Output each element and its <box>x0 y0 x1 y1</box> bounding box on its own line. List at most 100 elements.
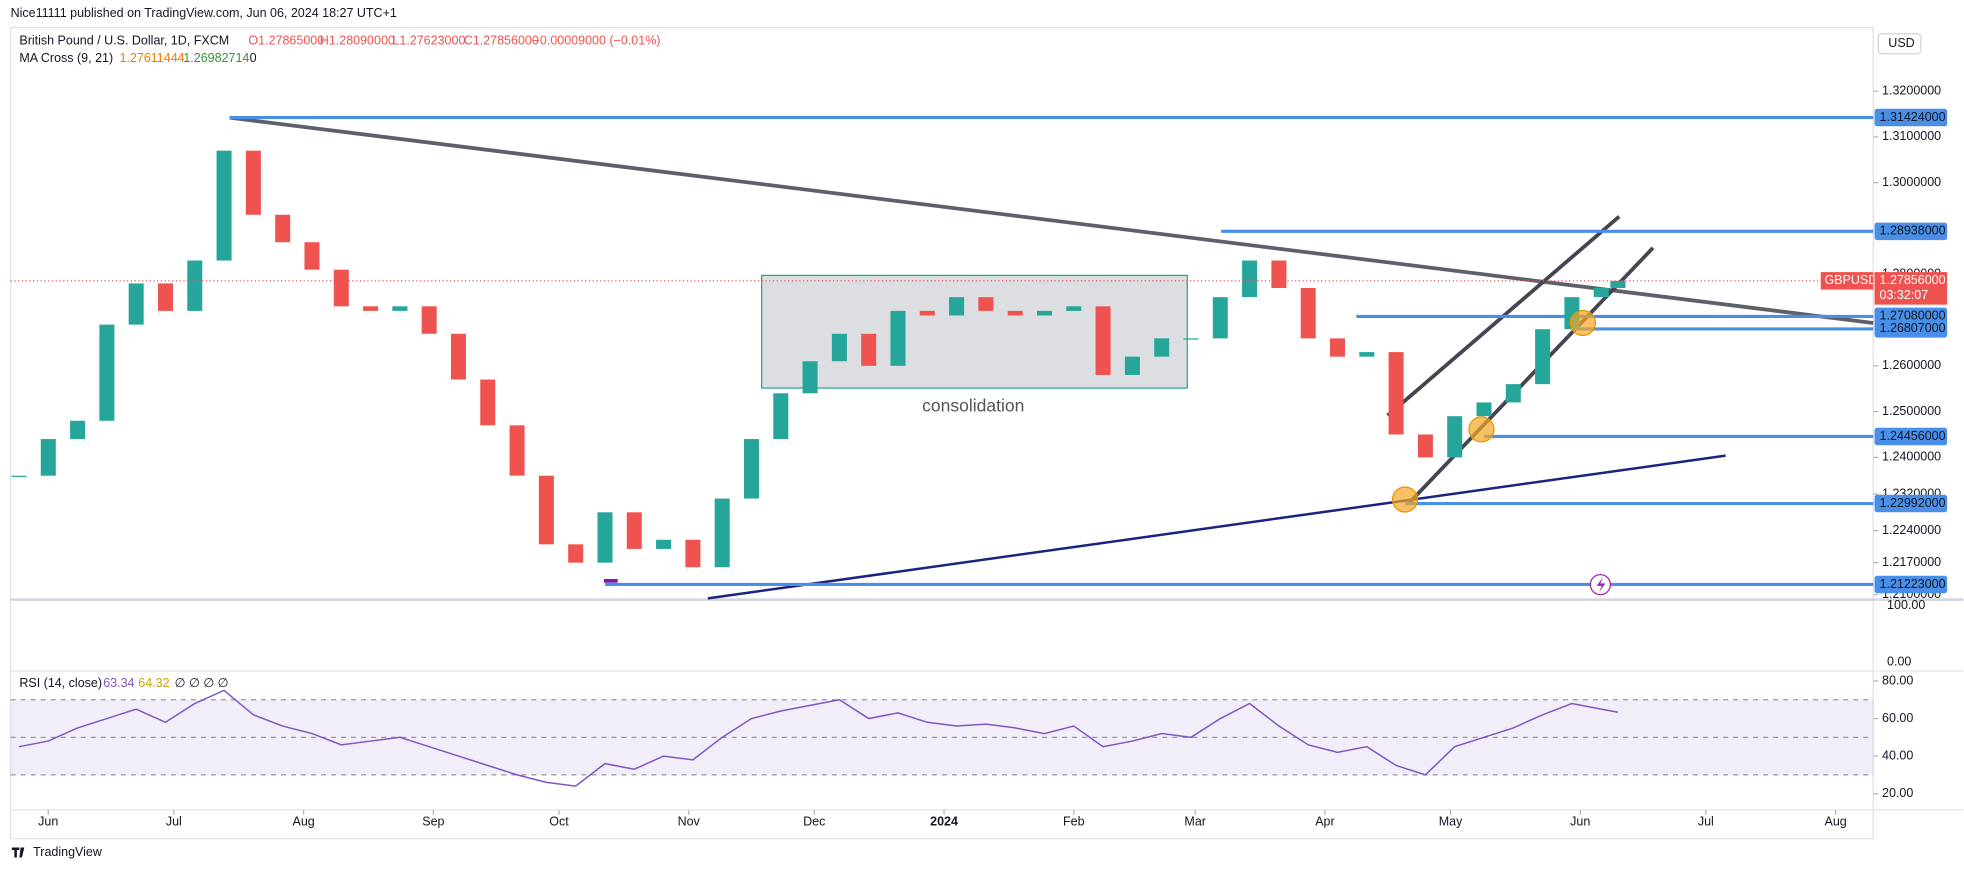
rsi-ma-value: 64.32 <box>138 676 169 690</box>
y-tick-label: 1.2240000 <box>1882 523 1941 537</box>
candle <box>1212 297 1228 339</box>
rsi-value: 63.34 <box>103 676 134 690</box>
candle <box>656 539 672 549</box>
rsi-flags: ∅ ∅ ∅ ∅ <box>175 676 229 690</box>
candle <box>40 439 56 476</box>
candle <box>1329 338 1346 357</box>
level-label: 1.28938000 <box>1880 224 1946 238</box>
trendline <box>707 454 1726 600</box>
change: −0.00009000 (−0.01%) <box>533 34 661 48</box>
candle <box>568 544 584 563</box>
ohlc-high: H1.28090000 <box>320 34 395 48</box>
annotation: consolidation <box>922 395 1024 415</box>
x-tick-label: Feb <box>1063 815 1085 829</box>
candle <box>802 361 818 394</box>
y-tick-label: 1.2400000 <box>1882 450 1941 464</box>
x-tick-label: Jul <box>166 815 182 829</box>
candle <box>949 297 965 316</box>
x-tick-label: May <box>1439 815 1463 829</box>
rsi-tick-label: 60.00 <box>1882 711 1913 725</box>
x-tick-label: Jun <box>1570 815 1590 829</box>
level-label-box <box>1874 494 1948 513</box>
candle <box>1271 260 1287 289</box>
x-tick-label: Jun <box>38 815 58 829</box>
last-price-box <box>1874 272 1948 305</box>
symbol-title: British Pound / U.S. Dollar, 1D, FXCM <box>19 34 229 48</box>
candle <box>216 150 232 261</box>
x-tick-label: Apr <box>1315 815 1334 829</box>
candle <box>1242 260 1258 298</box>
indicator-value: 1.26982714 <box>183 51 249 65</box>
candle <box>392 306 408 311</box>
candle <box>128 283 144 325</box>
y-tick-label: 1.2500000 <box>1882 404 1941 418</box>
rsi-tick-label: 40.00 <box>1882 748 1913 762</box>
candle <box>626 512 642 549</box>
brand: TradingView <box>33 845 103 859</box>
candle <box>333 269 349 307</box>
candle <box>1388 352 1404 435</box>
candle <box>919 310 935 316</box>
candle <box>1476 402 1492 417</box>
publisher: Nice11111 published on TradingView.com, … <box>11 6 397 20</box>
aux-tick: 0.00 <box>1887 654 1911 668</box>
candle <box>1095 306 1111 375</box>
level-label: 1.27080000 <box>1880 309 1946 323</box>
candle <box>861 333 877 366</box>
x-tick-label: Mar <box>1184 815 1206 829</box>
logo <box>11 847 25 858</box>
y-tick-label: 1.3100000 <box>1882 129 1941 143</box>
candle <box>1300 288 1316 339</box>
rsi-title: RSI (14, close) <box>19 676 102 690</box>
candle <box>1447 416 1463 458</box>
candle <box>1593 288 1609 298</box>
rsi-tick-label: 80.00 <box>1882 673 1913 687</box>
y-tick-label: 1.3200000 <box>1882 83 1941 97</box>
level-label: 1.31424000 <box>1880 110 1946 124</box>
level-label-box <box>1874 320 1948 338</box>
candle <box>245 150 261 215</box>
candle <box>538 475 554 545</box>
y-tick-label: 1.3000000 <box>1882 175 1941 189</box>
level-label-box <box>1874 222 1948 241</box>
x-tick-label: Oct <box>549 815 569 829</box>
y-tick-label: 1.2170000 <box>1882 555 1941 569</box>
countdown: 03:32:07 <box>1880 288 1929 302</box>
x-tick-label: Aug <box>1824 815 1846 829</box>
level-label-box <box>1874 427 1948 446</box>
candle <box>743 439 759 499</box>
highlight-circle <box>1569 309 1597 337</box>
candle <box>99 324 115 421</box>
candle <box>1610 280 1626 289</box>
currency-button[interactable] <box>1877 33 1922 55</box>
candle <box>157 283 173 311</box>
candle <box>831 333 847 362</box>
candle <box>714 498 730 568</box>
alert-icon-bolt <box>1596 577 1606 593</box>
ohlc-open: O1.27865000 <box>248 34 324 48</box>
consolidation-box <box>761 274 1188 389</box>
candle <box>685 539 701 568</box>
symbol-box <box>1820 272 1874 290</box>
level-label: 1.26807000 <box>1880 321 1946 335</box>
candle <box>70 420 86 440</box>
candle <box>1183 338 1199 340</box>
x-tick-label: 2024 <box>930 815 958 829</box>
highlight-circle <box>1468 416 1495 443</box>
candle <box>1535 329 1551 385</box>
candle <box>1036 310 1053 316</box>
candle <box>1124 356 1140 375</box>
candle <box>11 475 27 477</box>
highlight-circle <box>1391 486 1419 513</box>
currency: USD <box>1888 36 1914 50</box>
candle <box>1007 310 1023 316</box>
candle <box>1505 384 1521 403</box>
candle <box>450 333 466 380</box>
x-tick-label: Sep <box>422 815 444 829</box>
y-tick-label: 1.2600000 <box>1882 358 1941 372</box>
channel-line <box>1407 246 1655 505</box>
candle <box>304 242 320 270</box>
level-label: 1.24456000 <box>1880 429 1946 443</box>
candle <box>480 379 496 426</box>
indicator-value: 1.27611444 <box>120 51 185 65</box>
